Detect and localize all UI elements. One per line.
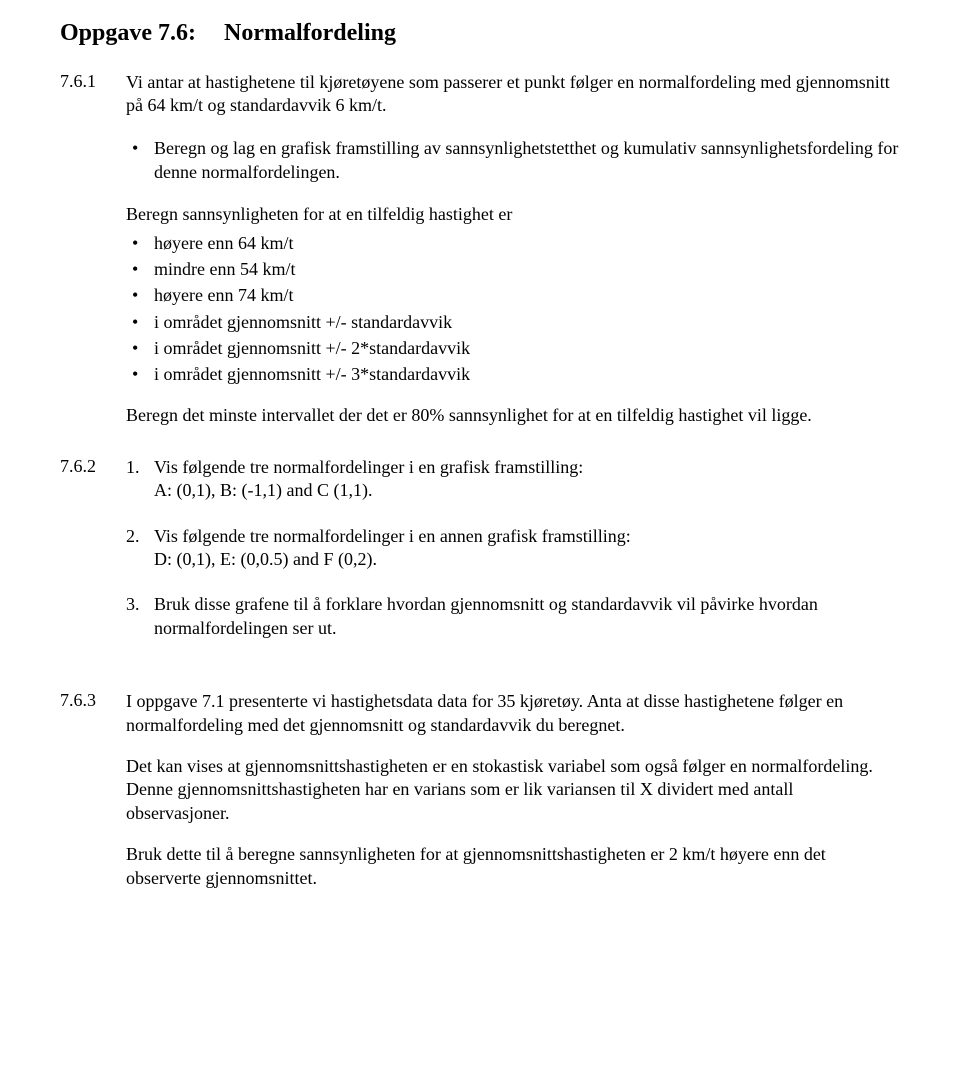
section-761-closing: Beregn det minste intervallet der det er… <box>126 404 900 427</box>
section-763: 7.6.3 I oppgave 7.1 presenterte vi hasti… <box>60 690 900 890</box>
section-761-intro-text: Vi antar at hastighetene til kjøretøyene… <box>126 71 900 118</box>
list-item: Beregn og lag en grafisk framstilling av… <box>126 136 900 185</box>
section-number: 7.6.2 <box>60 456 126 662</box>
section-number: 7.6.3 <box>60 690 126 737</box>
list-item: i området gjennomsnitt +/- 2*standardavv… <box>126 336 900 360</box>
section-763-p2: Det kan vises at gjennomsnittshastighete… <box>126 755 900 825</box>
list-item-number: 3. <box>126 593 154 640</box>
title-text: Normalfordeling <box>224 20 396 47</box>
list-item-text: Beregn og lag en grafisk framstilling av… <box>154 138 898 182</box>
bullet-list-1: Beregn og lag en grafisk framstilling av… <box>126 136 900 185</box>
title-row: Oppgave 7.6: Normalfordeling <box>60 20 900 47</box>
section-761-intro: 7.6.1 Vi antar at hastighetene til kjøre… <box>60 71 900 118</box>
section-number: 7.6.1 <box>60 71 126 118</box>
list-item-text: i området gjennomsnitt +/- 3*standardavv… <box>154 364 470 384</box>
list-item-text: høyere enn 74 km/t <box>154 285 293 305</box>
section-763-p1: I oppgave 7.1 presenterte vi hastighetsd… <box>126 690 900 737</box>
document-page: Oppgave 7.6: Normalfordeling 7.6.1 Vi an… <box>0 0 960 958</box>
section-762-row: 7.6.2 1. Vis følgende tre normalfordelin… <box>60 456 900 662</box>
bullet-lead-text: Beregn sannsynligheten for at en tilfeld… <box>126 202 900 226</box>
list-item-text: Bruk disse grafene til å forklare hvorda… <box>154 593 900 640</box>
section-763-intro: 7.6.3 I oppgave 7.1 presenterte vi hasti… <box>60 690 900 737</box>
list-item-number: 2. <box>126 525 154 572</box>
section-762: 7.6.2 1. Vis følgende tre normalfordelin… <box>60 456 900 662</box>
list-item-text: høyere enn 64 km/t <box>154 233 293 253</box>
bullet-list-2: høyere enn 64 km/t mindre enn 54 km/t hø… <box>126 231 900 387</box>
numbered-list: 1. Vis følgende tre normalfordelinger i … <box>126 456 900 640</box>
title-label: Oppgave 7.6: <box>60 20 196 47</box>
list-item: 3. Bruk disse grafene til å forklare hvo… <box>126 593 900 640</box>
list-item-text: mindre enn 54 km/t <box>154 259 295 279</box>
section-761-block1: Beregn og lag en grafisk framstilling av… <box>126 136 900 185</box>
section-762-body: 1. Vis følgende tre normalfordelinger i … <box>126 456 900 662</box>
list-item: i området gjennomsnitt +/- standardavvik <box>126 310 900 334</box>
list-item-number: 1. <box>126 456 154 503</box>
list-item-text: Vis følgende tre normalfordelinger i en … <box>154 456 900 503</box>
list-item: høyere enn 74 km/t <box>126 283 900 307</box>
section-761: 7.6.1 Vi antar at hastighetene til kjøre… <box>60 71 900 428</box>
list-item: høyere enn 64 km/t <box>126 231 900 255</box>
section-763-p3: Bruk dette til å beregne sannsynligheten… <box>126 843 900 890</box>
section-761-block2: Beregn sannsynligheten for at en tilfeld… <box>126 202 900 427</box>
list-item: 2. Vis følgende tre normalfordelinger i … <box>126 525 900 572</box>
list-item: i området gjennomsnitt +/- 3*standardavv… <box>126 362 900 386</box>
list-item: 1. Vis følgende tre normalfordelinger i … <box>126 456 900 503</box>
list-item-text: Vis følgende tre normalfordelinger i en … <box>154 525 900 572</box>
list-item: mindre enn 54 km/t <box>126 257 900 281</box>
list-item-text: i området gjennomsnitt +/- 2*standardavv… <box>154 338 470 358</box>
list-item-text: i området gjennomsnitt +/- standardavvik <box>154 312 452 332</box>
